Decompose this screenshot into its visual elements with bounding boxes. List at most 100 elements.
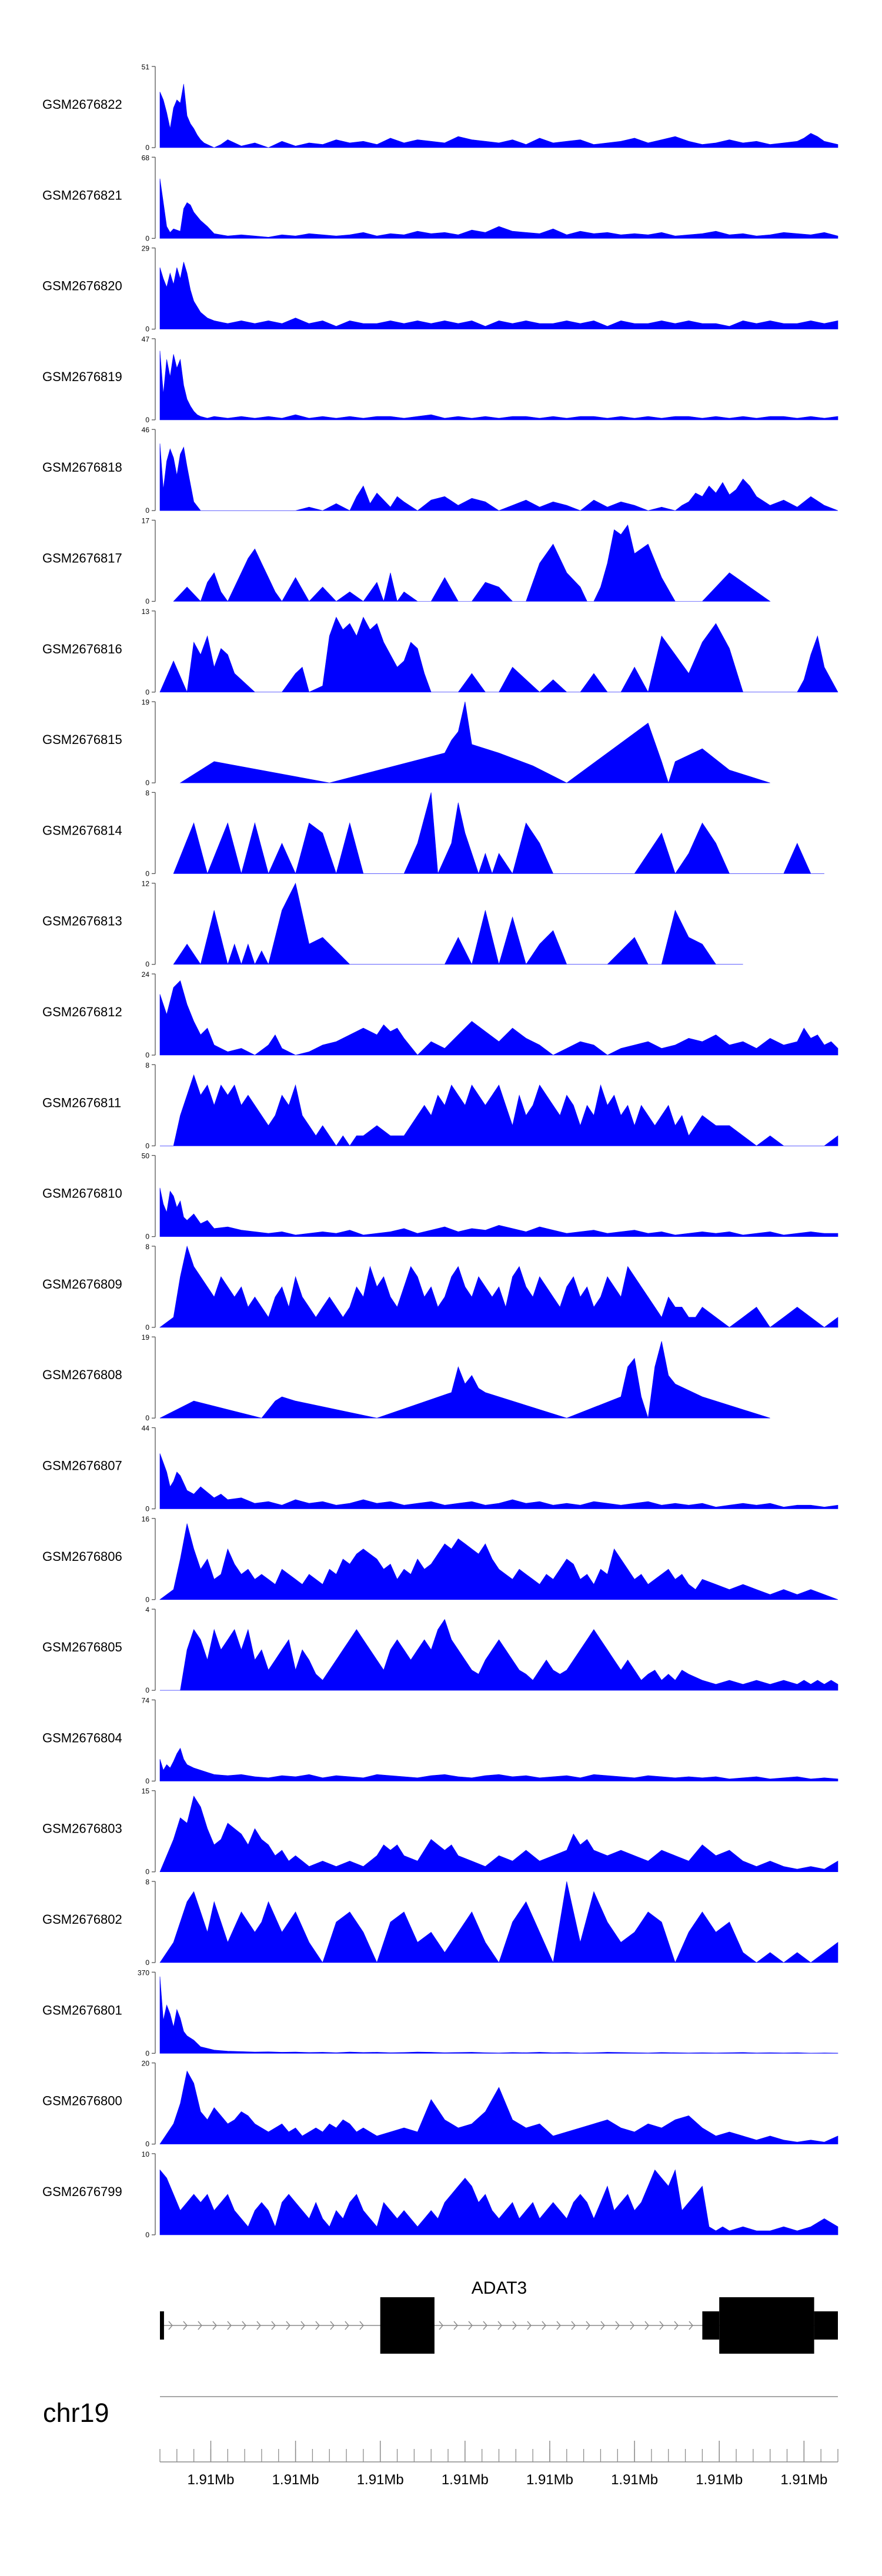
y-max-label: 8 — [145, 1243, 149, 1251]
strand-chevron — [439, 2321, 443, 2330]
gene-label: ADAT3 — [472, 2278, 527, 2298]
coverage-area — [159, 1747, 838, 1781]
track-GSM2676821: GSM2676821 68 0 — [42, 154, 838, 242]
y-min-label: 0 — [145, 779, 149, 787]
track-label: GSM2676799 — [42, 2184, 122, 2199]
y-max-label: 19 — [142, 698, 150, 706]
track-label: GSM2676816 — [42, 642, 122, 656]
track-GSM2676822: GSM2676822 51 0 — [42, 63, 838, 152]
strand-chevron — [330, 2321, 335, 2330]
axis-tick-label: 1.91Mb — [272, 2472, 319, 2488]
y-min-label: 0 — [145, 1505, 149, 1513]
strand-chevron — [453, 2321, 458, 2330]
strand-chevron — [256, 2321, 261, 2330]
strand-chevron — [630, 2321, 634, 2330]
gene-track: ADAT3 — [160, 2278, 838, 2354]
coverage-area — [179, 702, 770, 784]
track-GSM2676805: GSM2676805 4 0 — [42, 1606, 838, 1694]
chromosome-label: chr19 — [43, 2398, 109, 2428]
strand-chevron — [468, 2321, 473, 2330]
track-GSM2676804: GSM2676804 74 0 — [42, 1696, 838, 1785]
coverage-area — [159, 2169, 838, 2235]
track-label: GSM2676800 — [42, 2094, 122, 2108]
track-label: GSM2676810 — [42, 1186, 122, 1201]
y-min-label: 0 — [145, 2231, 149, 2239]
y-max-label: 20 — [142, 2060, 150, 2068]
track-GSM2676812: GSM2676812 24 0 — [42, 970, 838, 1059]
axis-tick-label: 1.91Mb — [187, 2472, 234, 2488]
y-max-label: 8 — [145, 1061, 149, 1069]
coverage-area — [159, 1453, 838, 1509]
strand-chevron — [286, 2321, 290, 2330]
strand-chevron — [198, 2321, 202, 2330]
y-min-label: 0 — [145, 234, 149, 242]
strand-chevron — [271, 2321, 276, 2330]
y-max-label: 46 — [142, 426, 150, 434]
track-label: GSM2676801 — [42, 2003, 122, 2017]
y-max-label: 8 — [145, 1878, 149, 1886]
coverage-area — [159, 1245, 838, 1328]
axis-tick-label: 1.91Mb — [780, 2472, 827, 2488]
y-min-label: 0 — [145, 1233, 149, 1241]
y-max-label: 10 — [142, 2150, 150, 2158]
track-GSM2676818: GSM2676818 46 0 — [42, 426, 838, 515]
track-label: GSM2676805 — [42, 1640, 122, 1654]
strand-chevron — [586, 2321, 590, 2330]
strand-chevron — [512, 2321, 517, 2330]
y-max-label: 24 — [142, 970, 150, 979]
gene-exon-utr — [814, 2311, 838, 2340]
track-GSM2676817: GSM2676817 17 0 — [42, 517, 771, 606]
y-max-label: 15 — [142, 1787, 150, 1796]
track-GSM2676806: GSM2676806 16 0 — [42, 1515, 838, 1604]
y-max-label: 16 — [142, 1515, 150, 1523]
track-label: GSM2676811 — [42, 1095, 121, 1110]
axis-tick-label: 1.91Mb — [357, 2472, 404, 2488]
y-min-label: 0 — [145, 1414, 149, 1422]
coverage-area — [159, 1796, 838, 1872]
y-min-label: 0 — [145, 144, 149, 152]
track-label: GSM2676821 — [42, 188, 122, 202]
track-GSM2676802: GSM2676802 8 0 — [42, 1878, 838, 1967]
y-min-label: 0 — [145, 1868, 149, 1876]
strand-chevron — [345, 2321, 349, 2330]
y-max-label: 74 — [142, 1696, 150, 1704]
track-label: GSM2676815 — [42, 732, 122, 747]
axis-tick-label: 1.91Mb — [696, 2472, 743, 2488]
y-min-label: 0 — [145, 1596, 149, 1604]
track-GSM2676813: GSM2676813 12 0 — [42, 880, 743, 969]
y-min-label: 0 — [145, 960, 149, 969]
strand-chevron — [542, 2321, 546, 2330]
y-min-label: 0 — [145, 1142, 149, 1150]
y-max-label: 19 — [142, 1333, 150, 1342]
gene-exon-cds — [719, 2297, 814, 2354]
y-min-label: 0 — [145, 325, 149, 333]
strand-chevron — [497, 2321, 502, 2330]
track-GSM2676809: GSM2676809 8 0 — [42, 1243, 838, 1332]
track-GSM2676820: GSM2676820 29 0 — [42, 245, 838, 333]
coverage-area — [159, 1976, 838, 2054]
y-max-label: 12 — [142, 880, 150, 888]
track-GSM2676807: GSM2676807 44 0 — [42, 1424, 838, 1513]
y-min-label: 0 — [145, 1958, 149, 1967]
y-min-label: 0 — [145, 598, 149, 606]
coverage-area — [159, 84, 838, 148]
y-max-label: 51 — [142, 63, 150, 71]
track-GSM2676810: GSM2676810 50 0 — [42, 1152, 838, 1241]
y-max-label: 47 — [142, 335, 150, 343]
track-label: GSM2676819 — [42, 369, 122, 384]
y-max-label: 8 — [145, 789, 149, 797]
y-max-label: 44 — [142, 1424, 150, 1433]
y-min-label: 0 — [145, 416, 149, 424]
strand-chevron — [659, 2321, 664, 2330]
strand-chevron — [168, 2321, 173, 2330]
strand-chevron — [315, 2321, 320, 2330]
strand-chevron — [644, 2321, 649, 2330]
track-label: GSM2676807 — [42, 1459, 122, 1473]
y-max-label: 370 — [138, 1968, 149, 1977]
y-max-label: 13 — [142, 608, 150, 616]
track-label: GSM2676804 — [42, 1730, 122, 1745]
coverage-area — [159, 1187, 838, 1237]
strand-chevron — [615, 2321, 620, 2330]
y-min-label: 0 — [145, 1686, 149, 1694]
